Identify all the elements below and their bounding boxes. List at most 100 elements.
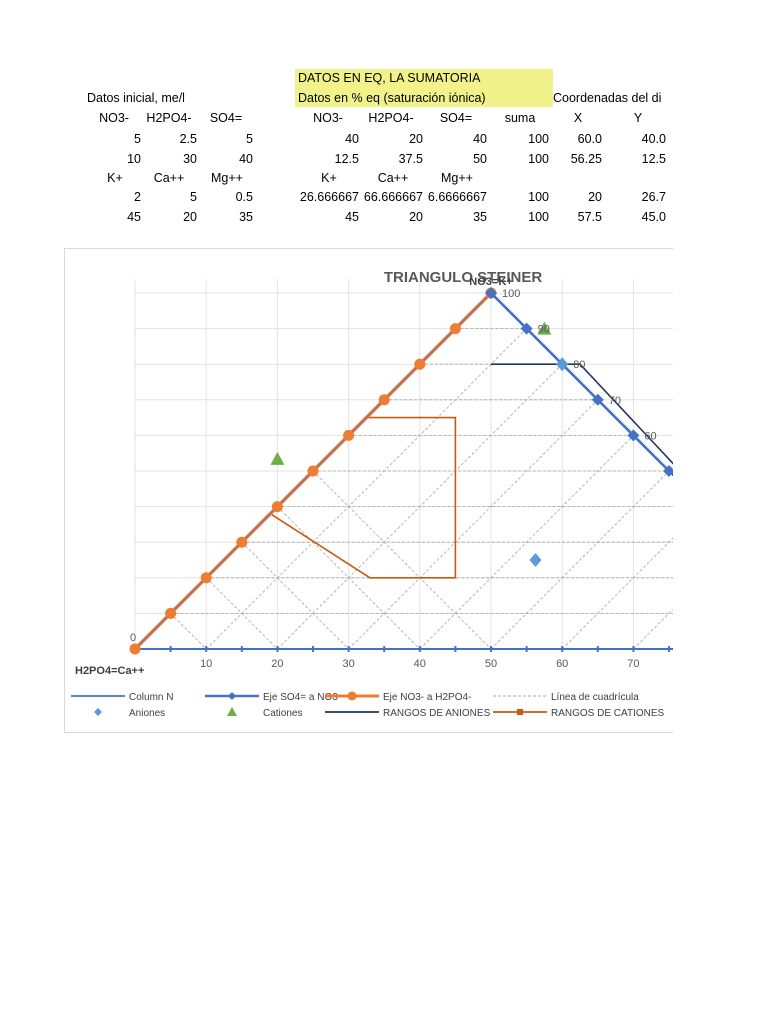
cell-value[interactable]: 2.5 bbox=[179, 132, 197, 146]
header-initial-data[interactable]: Datos inicial, me/l bbox=[87, 91, 185, 105]
legend-swatch-marker bbox=[94, 708, 102, 716]
legend-label: Eje NO3- a H2PO4- bbox=[383, 692, 471, 703]
cation-point bbox=[270, 451, 285, 465]
axis-no3-h2po4-marker bbox=[378, 394, 390, 406]
col-header-no3-pct[interactable]: NO3- bbox=[313, 111, 343, 125]
cell-value[interactable]: 40.0 bbox=[641, 132, 666, 146]
x-tick-label: 50 bbox=[485, 658, 497, 670]
cell-value[interactable]: 10 bbox=[127, 152, 141, 166]
col-header-mg-pct[interactable]: Mg++ bbox=[441, 171, 473, 185]
col-header-y[interactable]: Y bbox=[633, 111, 643, 125]
legend-item[interactable]: Cationes bbox=[227, 707, 302, 719]
axis-no3-h2po4-marker bbox=[236, 536, 248, 548]
cell-value[interactable]: 26.7 bbox=[641, 190, 666, 204]
cell-value[interactable]: 20 bbox=[409, 210, 423, 224]
col-header-k-pct[interactable]: K+ bbox=[321, 171, 337, 185]
col-header-so4-pct[interactable]: SO4= bbox=[439, 111, 473, 125]
x-tick-label: 70 bbox=[627, 658, 639, 670]
cell-value[interactable]: 6.6666667 bbox=[427, 190, 487, 204]
anion-range-line bbox=[492, 294, 673, 477]
x-tick-label: 40 bbox=[414, 658, 426, 670]
axis-no3-h2po4-marker bbox=[307, 465, 319, 477]
col-header-mg[interactable]: Mg++ bbox=[211, 171, 243, 185]
legend-label: Cationes bbox=[263, 708, 302, 719]
edge-value-label: 60 bbox=[644, 430, 656, 442]
cell-value[interactable]: 37.5 bbox=[398, 152, 423, 166]
cell-value[interactable]: 20 bbox=[588, 190, 602, 204]
chart-container[interactable]: TRIANGULO STEINER 10 20 30 40 50 60 70 100 90 80 7… bbox=[64, 248, 673, 733]
cell-value[interactable]: 45.0 bbox=[641, 210, 666, 224]
plot-grid bbox=[134, 278, 673, 650]
legend-item[interactable]: Línea de cuadrícula bbox=[493, 692, 639, 703]
cell-value[interactable]: 100 bbox=[528, 210, 549, 224]
dashed-grid-line bbox=[312, 470, 492, 650]
axis-no3-h2po4-marker bbox=[200, 572, 212, 584]
col-header-so4[interactable]: SO4= bbox=[209, 111, 243, 125]
cell-value[interactable]: 5 bbox=[190, 190, 197, 204]
col-header-no3[interactable]: NO3- bbox=[99, 111, 129, 125]
apex-left-label: H2PO4=Ca++ bbox=[75, 665, 144, 677]
cell-value[interactable]: 5 bbox=[134, 132, 141, 146]
cell-value[interactable]: 100 bbox=[528, 190, 549, 204]
axis-no3-h2po4-marker bbox=[129, 643, 141, 655]
diagonal-grid-lines bbox=[170, 328, 673, 650]
col-header-h2po4[interactable]: H2PO4- bbox=[146, 111, 192, 125]
cell-value[interactable]: 60.0 bbox=[577, 132, 602, 146]
header-percent-data[interactable]: Datos en % eq (saturación iónica) bbox=[298, 91, 486, 105]
dashed-grid-line bbox=[241, 541, 349, 650]
cell-value[interactable]: 50 bbox=[473, 152, 487, 166]
dashed-grid-line bbox=[633, 608, 673, 650]
legend-item[interactable]: Eje SO4= a NO3- bbox=[205, 692, 341, 703]
cell-value[interactable]: 30 bbox=[183, 152, 197, 166]
col-header-h2po4-pct[interactable]: H2PO4- bbox=[368, 111, 414, 125]
cell-value[interactable]: 5 bbox=[246, 132, 253, 146]
cell-value[interactable]: 2 bbox=[134, 190, 141, 204]
cell-value[interactable]: 45 bbox=[345, 210, 359, 224]
cell-value[interactable]: 57.5 bbox=[577, 210, 602, 224]
col-header-suma[interactable]: suma bbox=[504, 111, 536, 125]
legend-item[interactable]: Eje NO3- a H2PO4- bbox=[325, 691, 471, 704]
legend-swatch-marker bbox=[227, 707, 237, 716]
cell-value[interactable]: 66.666667 bbox=[363, 190, 423, 204]
origin-label: 0 bbox=[130, 632, 136, 644]
cell-value[interactable]: 40 bbox=[345, 132, 359, 146]
cell-value[interactable]: 40 bbox=[239, 152, 253, 166]
header-eq-title[interactable]: DATOS EN EQ, LA SUMATORIA bbox=[298, 71, 481, 85]
cation-point bbox=[537, 321, 552, 335]
header-coordinates[interactable]: Coordenadas del di bbox=[553, 91, 662, 105]
cell-value[interactable]: 20 bbox=[183, 210, 197, 224]
dashed-grid-line bbox=[490, 470, 670, 650]
legend-item[interactable]: Column N bbox=[71, 692, 173, 703]
edge-value-label: 90 bbox=[538, 324, 550, 336]
cell-value[interactable]: 40 bbox=[473, 132, 487, 146]
axis-so4-no3-marker bbox=[591, 393, 604, 406]
cation-range-line bbox=[269, 416, 457, 579]
cell-value[interactable]: 35 bbox=[239, 210, 253, 224]
dashed-grid-line bbox=[205, 577, 278, 650]
legend-swatch-marker bbox=[347, 691, 357, 701]
legend-label: Línea de cuadrícula bbox=[551, 692, 639, 703]
x-tick-label: 10 bbox=[200, 658, 212, 670]
legend-item[interactable]: RANGOS DE ANIONES bbox=[325, 708, 491, 719]
cell-value[interactable]: 12.5 bbox=[334, 152, 359, 166]
axis-so4-no3-line bbox=[490, 292, 670, 472]
chart-legend: Column N Eje SO4= a NO3- Eje NO3- a H2PO4-… bbox=[71, 691, 664, 719]
col-header-k[interactable]: K+ bbox=[107, 171, 123, 185]
x-tick-label: 60 bbox=[556, 658, 568, 670]
anion-range-line bbox=[491, 363, 673, 465]
cell-value[interactable]: 20 bbox=[409, 132, 423, 146]
cell-value[interactable]: 35 bbox=[473, 210, 487, 224]
cell-value[interactable]: 12.5 bbox=[641, 152, 666, 166]
col-header-ca-pct[interactable]: Ca++ bbox=[377, 171, 409, 185]
cell-value[interactable]: 26.666667 bbox=[299, 190, 359, 204]
legend-item[interactable]: RANGOS DE CATIONES bbox=[493, 708, 664, 719]
cell-value[interactable]: 56.25 bbox=[570, 152, 602, 166]
col-header-x[interactable]: X bbox=[573, 111, 583, 125]
col-header-ca[interactable]: Ca++ bbox=[153, 171, 185, 185]
steiner-triangle-chart[interactable]: TRIANGULO STEINER 10 20 30 40 50 60 70 100 90 80 7… bbox=[65, 249, 673, 732]
cell-value[interactable]: 45 bbox=[127, 210, 141, 224]
cell-value[interactable]: 100 bbox=[528, 132, 549, 146]
cell-value[interactable]: 0.5 bbox=[235, 190, 253, 204]
cell-value[interactable]: 100 bbox=[528, 152, 549, 166]
legend-item[interactable]: Aniones bbox=[94, 708, 165, 719]
